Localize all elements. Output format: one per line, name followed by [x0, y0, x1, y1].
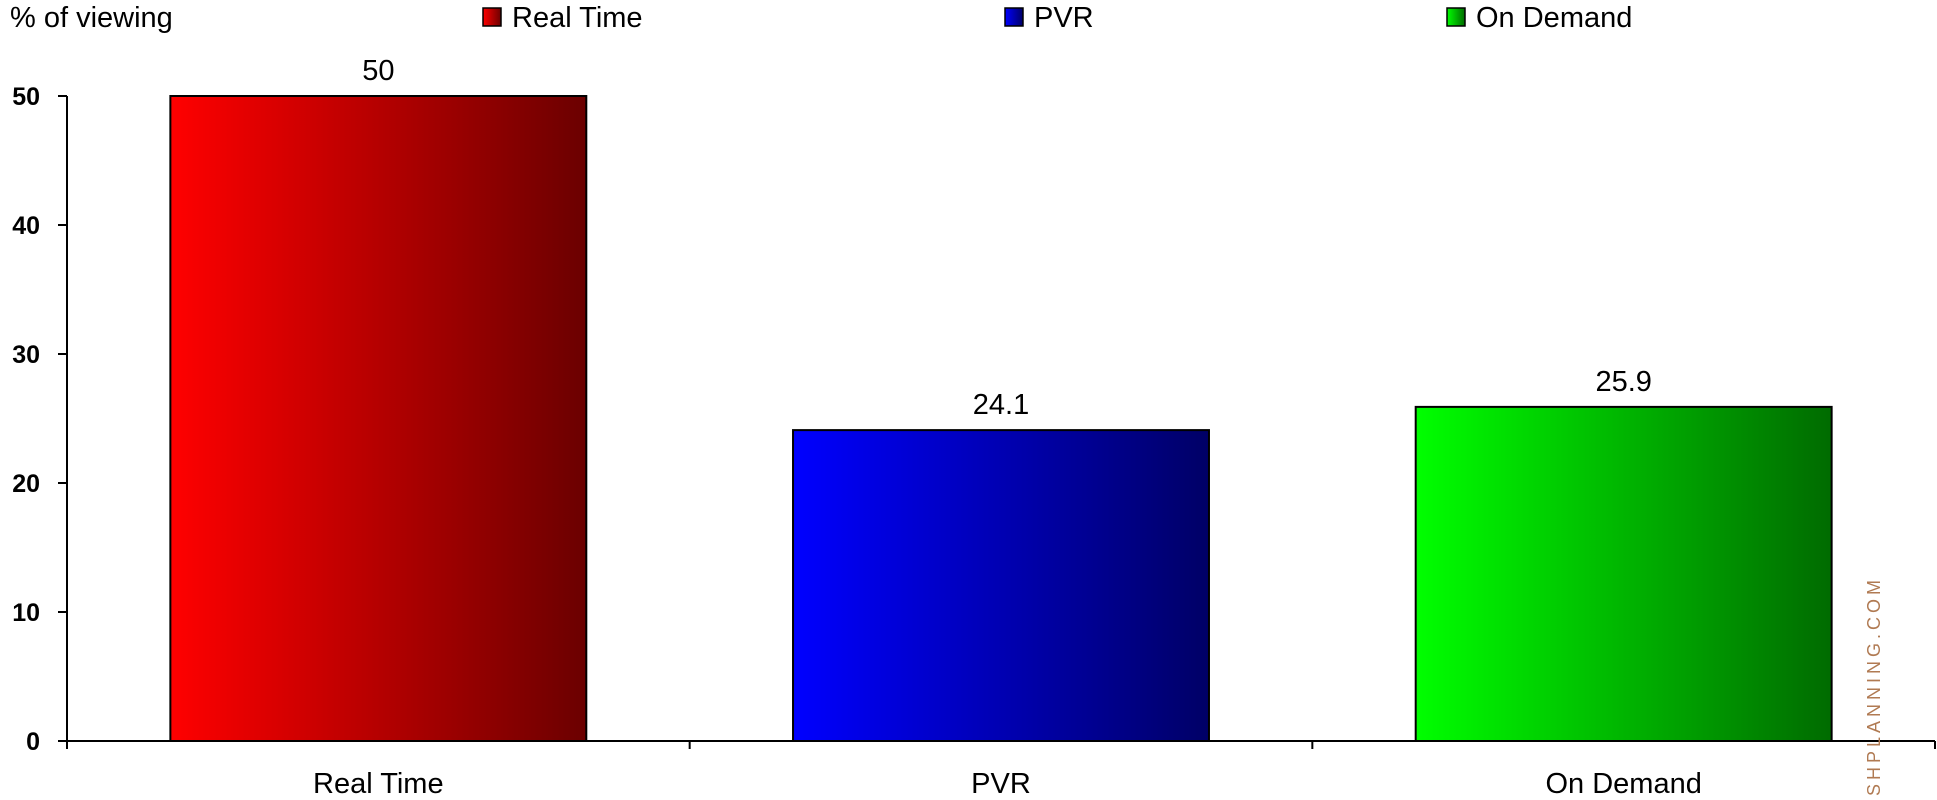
- legend-label-pvr: PVR: [1034, 2, 1094, 34]
- legend-swatch-real-time: [482, 7, 502, 27]
- data-label-on-demand: 25.9: [1595, 366, 1651, 398]
- x-tick-label-real-time: Real Time: [313, 768, 444, 800]
- y-axis: 0 10 20 30 40 50: [12, 83, 68, 756]
- x-tick-label-on-demand: On Demand: [1545, 768, 1701, 800]
- y-tick-label: 10: [12, 599, 40, 627]
- bar-real-time: [169, 95, 588, 742]
- data-label-real-time: 50: [362, 55, 394, 87]
- data-labels: 50 24.1 25.9: [362, 55, 1652, 421]
- y-tick-label: 0: [26, 728, 40, 756]
- legend-label-on-demand: On Demand: [1476, 2, 1632, 34]
- y-tick-label: 20: [12, 470, 40, 498]
- legend: Real Time PVR On Demand: [482, 2, 1632, 34]
- y-axis-label: % of viewing: [10, 2, 173, 34]
- y-tick-label: 40: [12, 212, 40, 240]
- bar-pvr: [792, 429, 1210, 742]
- bar-on-demand: [1414, 405, 1833, 742]
- legend-swatch-pvr: [1004, 7, 1024, 27]
- y-tick-label: 50: [12, 83, 40, 111]
- x-axis: Real Time PVR On Demand: [66, 740, 1936, 800]
- y-tick-label: 30: [12, 341, 40, 369]
- x-tick-label-pvr: PVR: [971, 768, 1031, 800]
- bars: [169, 95, 1833, 742]
- legend-label-real-time: Real Time: [512, 2, 643, 34]
- watermark: SHPLANNING.COM: [1864, 576, 1884, 796]
- data-label-pvr: 24.1: [973, 389, 1029, 421]
- legend-swatch-on-demand: [1446, 7, 1466, 27]
